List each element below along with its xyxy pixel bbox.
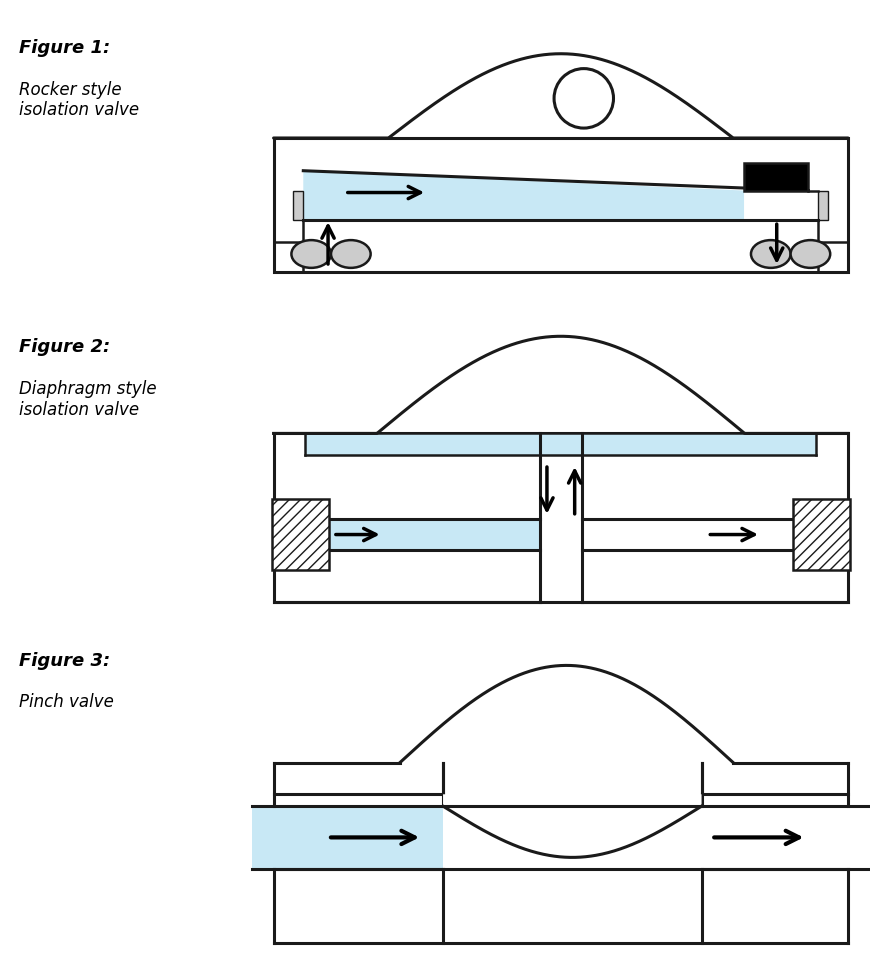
Bar	[793, 499, 850, 570]
Bar	[252, 806, 443, 868]
Text: Rocker style
isolation valve: Rocker style isolation valve	[19, 80, 139, 120]
Bar	[818, 190, 829, 220]
Text: Figure 1:: Figure 1:	[19, 39, 110, 57]
Ellipse shape	[331, 240, 371, 268]
Ellipse shape	[291, 240, 331, 268]
Bar	[744, 163, 808, 190]
Polygon shape	[443, 794, 702, 857]
Bar	[294, 190, 303, 220]
Bar	[274, 433, 848, 602]
Bar	[305, 433, 816, 455]
Bar	[305, 518, 540, 550]
Text: Diaphragm style
isolation valve: Diaphragm style isolation valve	[19, 380, 156, 419]
Polygon shape	[303, 171, 744, 220]
Ellipse shape	[791, 240, 830, 268]
Circle shape	[554, 69, 614, 128]
Bar	[274, 138, 848, 272]
Text: Pinch valve: Pinch valve	[19, 693, 114, 711]
Text: Figure 3:: Figure 3:	[19, 651, 110, 670]
Text: Figure 2:: Figure 2:	[19, 339, 110, 356]
Bar	[272, 499, 329, 570]
Ellipse shape	[751, 240, 791, 268]
